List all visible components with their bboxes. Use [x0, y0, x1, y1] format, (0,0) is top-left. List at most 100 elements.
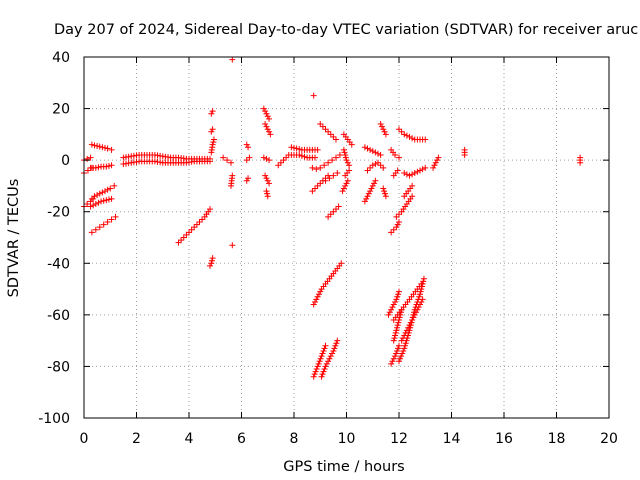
series-i5: [380, 185, 389, 200]
data-point: [410, 314, 417, 321]
y-tick-label: 40: [52, 50, 70, 66]
data-point: [88, 229, 95, 236]
data-point: [262, 108, 269, 115]
data-point: [340, 185, 347, 192]
series-j10: [388, 146, 402, 161]
data-point: [393, 224, 400, 231]
data-point: [309, 188, 316, 195]
data-point: [333, 340, 340, 347]
data-point: [91, 193, 98, 200]
data-point: [318, 373, 325, 380]
data-point: [419, 166, 426, 173]
data-point: [283, 154, 290, 161]
series-e4: [262, 172, 273, 187]
data-point: [380, 164, 387, 171]
series-j12: [401, 164, 429, 179]
data-point: [381, 128, 388, 135]
data-point: [336, 151, 343, 158]
data-point: [398, 337, 405, 344]
data-point: [246, 154, 253, 161]
data-point: [317, 288, 324, 295]
data-point: [312, 368, 319, 375]
y-axis-label: SDTVAR / TECUs: [6, 179, 22, 298]
data-point: [319, 350, 326, 357]
data-point: [377, 151, 384, 158]
data-point: [363, 195, 370, 202]
data-point: [243, 141, 250, 148]
data-point: [317, 121, 324, 128]
data-point: [100, 197, 107, 204]
data-point: [87, 203, 94, 210]
data-point: [382, 190, 388, 197]
data-point: [264, 113, 271, 120]
data-point: [409, 171, 416, 178]
data-point: [344, 159, 351, 166]
data-point: [401, 131, 408, 138]
data-point: [312, 154, 318, 161]
data-point: [402, 342, 408, 349]
data-point: [392, 298, 399, 305]
data-point: [378, 123, 385, 130]
data-point: [406, 172, 413, 179]
series-f9: [325, 203, 342, 220]
data-point: [398, 128, 405, 135]
series-c1: [175, 206, 213, 246]
data-point: [346, 162, 353, 169]
data-point: [414, 306, 421, 313]
data-point: [314, 363, 321, 370]
data-point: [417, 167, 423, 174]
data-point: [409, 182, 416, 189]
data-point: [406, 322, 413, 329]
x-axis-label: GPS time / hours: [283, 459, 404, 475]
data-point: [267, 131, 274, 138]
series-f6: [317, 121, 339, 143]
y-tick-label: -80: [47, 359, 70, 375]
data-point: [104, 186, 111, 193]
data-point: [229, 242, 236, 249]
data-point: [98, 198, 105, 205]
data-point: [415, 304, 422, 311]
data-point: [315, 360, 322, 367]
data-point: [322, 342, 329, 349]
series-h1: [340, 131, 355, 148]
data-point: [263, 188, 270, 195]
data-point: [372, 149, 379, 156]
data-point: [262, 172, 269, 179]
data-point: [313, 296, 320, 303]
data-point: [422, 164, 429, 171]
data-point: [183, 231, 190, 238]
series-j3: [396, 126, 429, 143]
data-point: [312, 298, 318, 305]
data-point: [314, 146, 321, 153]
data-point: [330, 208, 337, 215]
data-point: [315, 291, 322, 298]
data-point: [392, 151, 399, 158]
data-point: [397, 355, 404, 362]
data-point: [208, 260, 215, 267]
series-f8: [309, 172, 332, 195]
data-point: [94, 191, 101, 198]
data-point: [207, 262, 213, 269]
data-point: [385, 311, 392, 318]
series-k1: [430, 154, 442, 171]
data-point: [335, 203, 342, 210]
series-d6: [243, 154, 253, 164]
series-a7: [88, 141, 115, 153]
series-k2: [461, 146, 468, 158]
data-point: [331, 345, 338, 352]
series-g3: [318, 337, 341, 380]
data-point: [409, 135, 416, 142]
data-point: [243, 177, 250, 184]
data-point: [296, 151, 303, 158]
data-point: [402, 329, 409, 336]
data-point: [461, 151, 468, 158]
series-f3: [310, 92, 317, 99]
data-point: [322, 363, 329, 370]
data-point: [280, 157, 287, 164]
data-point: [264, 126, 271, 133]
data-point: [321, 345, 328, 352]
data-point: [389, 304, 396, 311]
data-point: [391, 335, 398, 342]
data-point: [388, 360, 395, 367]
